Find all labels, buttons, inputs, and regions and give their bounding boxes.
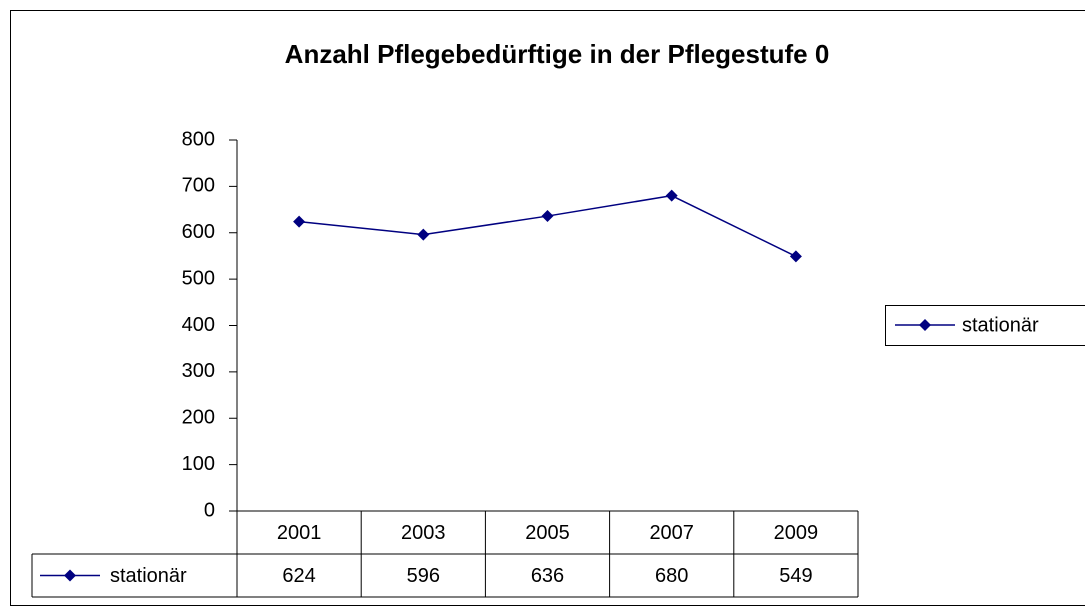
x-tick-label: 2001 [277,522,322,544]
table-value: 636 [531,565,564,587]
y-tick-label: 800 [182,128,215,150]
table-value: 680 [655,565,688,587]
x-tick-label: 2009 [774,522,819,544]
y-tick-label: 200 [182,407,215,429]
point-marker [293,215,306,228]
chart-title: Anzahl Pflegebedürftige in der Pflegestu… [285,39,830,69]
point-marker [541,210,554,223]
x-tick-label: 2005 [525,522,570,544]
table-value: 596 [407,565,440,587]
legend-key-marker [64,569,76,582]
table-series-name: stationär [110,565,187,587]
y-tick-label: 300 [182,360,215,382]
legend-label: stationär [962,314,1039,336]
table-value: 624 [282,565,315,587]
y-tick-label: 500 [182,267,215,289]
legend-key-marker [919,319,931,331]
y-tick-label: 600 [182,221,215,243]
point-marker [665,189,678,202]
point-marker [417,228,430,241]
x-tick-label: 2003 [401,522,446,544]
y-tick-label: 700 [182,175,215,197]
y-tick-label: 0 [204,499,215,521]
y-tick-label: 100 [182,453,215,475]
x-tick-label: 2007 [649,522,694,544]
table-value: 549 [779,565,812,587]
point-marker [789,250,802,263]
y-tick-label: 400 [182,314,215,336]
